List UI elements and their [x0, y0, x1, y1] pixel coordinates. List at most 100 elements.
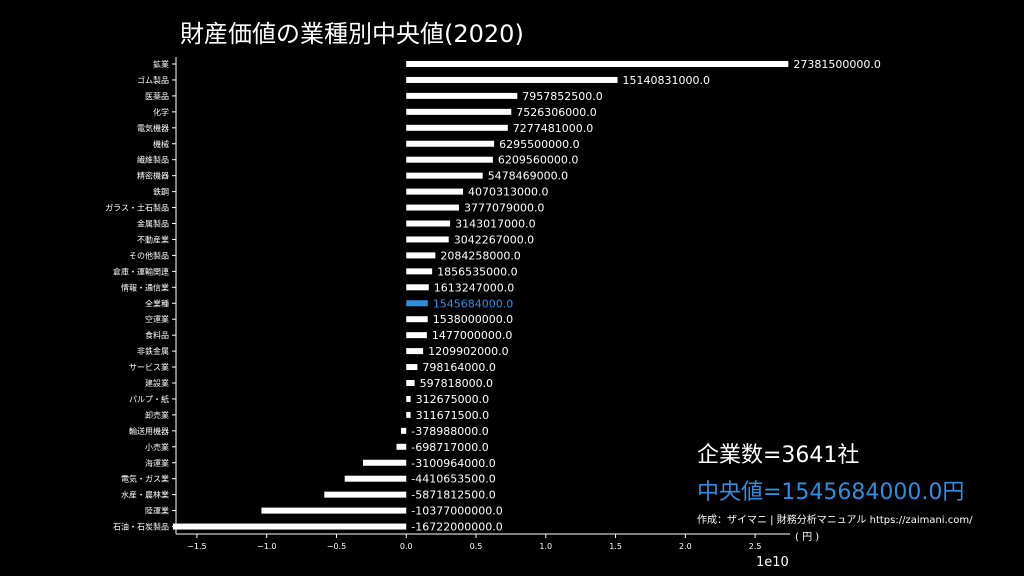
value-label-12: 2084258000.0: [440, 249, 520, 262]
category-label-8: 鉄鋼: [153, 187, 169, 197]
value-label-1: 15140831000.0: [623, 74, 710, 87]
bar-26: [344, 475, 407, 482]
category-label-14: 情報・通信業: [121, 282, 169, 292]
value-label-9: 3777079000.0: [464, 202, 544, 215]
category-label-6: 繊維製品: [137, 155, 169, 165]
bar-1: [406, 76, 618, 83]
category-label-28: 陸運業: [145, 506, 169, 516]
value-label-22: 311671500.0: [416, 409, 489, 422]
value-label-3: 7526306000.0: [516, 106, 596, 119]
category-label-23: 輸送用機器: [129, 426, 169, 436]
value-label-25: -3100964000.0: [411, 457, 495, 470]
bar-28: [261, 507, 407, 514]
value-label-15: 1545684000.0: [433, 297, 513, 310]
value-label-18: 1209902000.0: [428, 345, 508, 358]
x-tick-label-4: 0.5: [470, 542, 483, 551]
x-tick-label-6: 1.5: [609, 542, 622, 551]
category-label-24: 小売業: [145, 442, 169, 452]
category-label-22: 卸売業: [145, 410, 169, 420]
bar-21: [406, 395, 411, 402]
category-label-2: 医薬品: [145, 91, 169, 101]
bar-9: [406, 204, 459, 211]
value-label-28: -10377000000.0: [411, 505, 502, 518]
bar-27: [324, 491, 407, 498]
value-label-8: 4070313000.0: [468, 186, 548, 199]
value-label-21: 312675000.0: [416, 393, 489, 406]
bar-13: [406, 268, 433, 275]
category-label-5: 機械: [153, 139, 169, 149]
bar-19: [406, 364, 418, 371]
value-label-23: -378988000.0: [411, 425, 488, 438]
value-label-17: 1477000000.0: [432, 329, 512, 342]
category-label-1: ゴム製品: [137, 75, 169, 85]
bar-23: [400, 427, 407, 434]
category-label-16: 空運業: [145, 314, 169, 324]
category-label-20: 建設業: [145, 378, 169, 388]
x-tick-label-8: 2.5: [749, 542, 762, 551]
value-label-0: 27381500000.0: [793, 58, 880, 71]
bar-6: [406, 156, 493, 163]
bar-5: [406, 140, 495, 147]
category-label-17: 食料品: [145, 330, 169, 340]
bar-2: [406, 92, 518, 99]
value-label-24: -698717000.0: [411, 441, 488, 454]
bar-16: [406, 316, 428, 323]
credit-text: 作成：ザイマニ | 財務分析マニュアル https://zaimani.com/: [697, 515, 973, 526]
category-label-11: 不動産業: [137, 234, 169, 244]
value-label-6: 6209560000.0: [498, 154, 578, 167]
bar-7: [406, 172, 483, 179]
category-label-29: 石油・石炭製品: [113, 522, 169, 532]
x-tick-label-0: −1.5: [187, 542, 206, 551]
category-label-3: 化学: [153, 107, 169, 117]
category-label-18: 非鉄金属: [137, 346, 169, 356]
value-label-5: 6295500000.0: [499, 138, 579, 151]
value-label-11: 3042267000.0: [454, 233, 534, 246]
unit-text: ( 円 ): [795, 532, 820, 543]
value-label-14: 1613247000.0: [434, 281, 514, 294]
bar-11: [406, 236, 449, 243]
bar-29: [172, 523, 407, 530]
x-tick-label-7: 2.0: [679, 542, 692, 551]
category-label-0: 鉱業: [153, 59, 169, 69]
value-label-29: -16722000000.0: [411, 521, 502, 534]
bar-14: [406, 284, 429, 291]
bar-18: [406, 348, 424, 355]
x-tick-label-1: −1.0: [257, 542, 276, 551]
category-label-13: 倉庫・運輸関連: [113, 266, 169, 276]
value-label-13: 1856535000.0: [437, 265, 517, 278]
category-label-4: 電気機器: [137, 123, 169, 133]
chart-title: 財産価値の業種別中央値(2020): [180, 20, 524, 48]
category-label-25: 海運業: [145, 458, 169, 468]
median-value-text: 中央値=1545684000.0円: [697, 480, 965, 505]
bar-3: [406, 108, 512, 115]
bar-8: [406, 188, 464, 195]
bar-15: [406, 300, 428, 307]
category-label-26: 電気・ガス業: [121, 474, 169, 484]
category-label-21: パルプ・紙: [129, 394, 169, 404]
bar-0: [406, 61, 789, 67]
value-label-4: 7277481000.0: [513, 122, 593, 135]
bar-10: [406, 220, 451, 227]
bar-17: [406, 332, 427, 339]
company-count-text: 企業数=3641社: [697, 443, 860, 468]
bar-20: [406, 380, 415, 386]
value-label-27: -5871812500.0: [411, 489, 495, 502]
category-label-27: 水産・農林業: [121, 490, 169, 500]
x-tick-label-5: 1.0: [539, 542, 552, 551]
category-label-15: 全業種: [145, 298, 169, 308]
category-label-9: ガラス・土石製品: [105, 203, 169, 213]
bar-25: [362, 459, 407, 466]
category-label-10: 金属製品: [137, 219, 169, 229]
x-tick-label-3: 0.0: [400, 542, 413, 551]
category-label-19: サービス業: [129, 362, 169, 372]
value-label-2: 7957852500.0: [522, 90, 602, 103]
bar-22: [406, 411, 411, 418]
value-label-7: 5478469000.0: [488, 170, 568, 183]
value-label-10: 3143017000.0: [455, 218, 535, 231]
category-label-12: その他製品: [129, 250, 169, 260]
bar-4: [406, 124, 508, 131]
value-label-26: -4410653500.0: [411, 473, 495, 486]
bar-12: [406, 252, 436, 259]
value-label-16: 1538000000.0: [433, 313, 513, 326]
